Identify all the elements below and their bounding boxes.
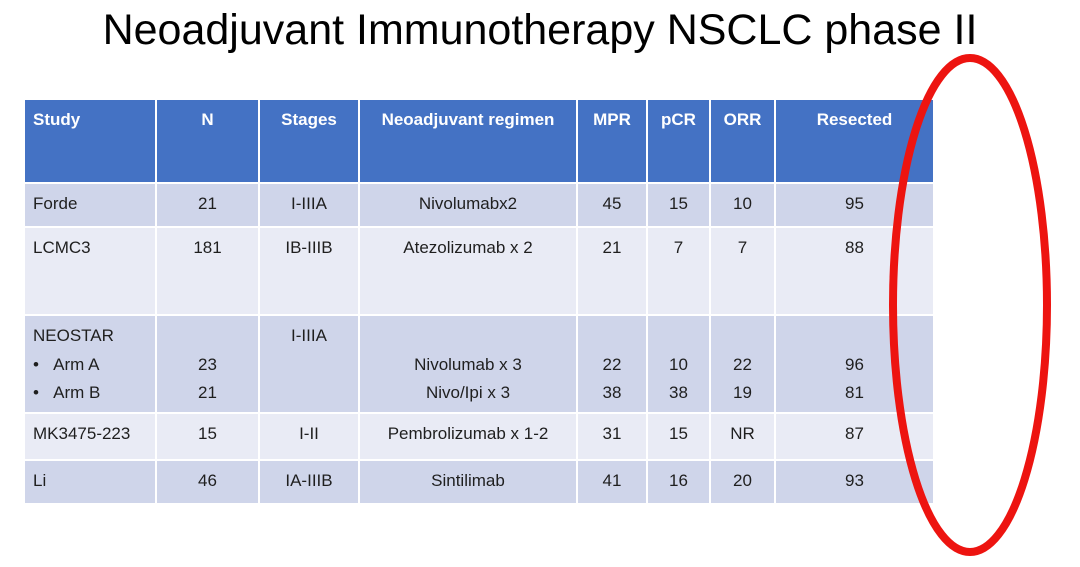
column-header-pcr: pCR: [648, 100, 709, 182]
cell-stages: I-II: [260, 413, 358, 459]
cell-resected: 95: [776, 184, 933, 226]
column-header-mpr: MPR: [578, 100, 646, 182]
cell-pcr: 16: [648, 460, 709, 503]
cell-n: 23 21: [157, 316, 258, 412]
column-header-study: Study: [25, 100, 155, 182]
studies-table: Study N Stages Neoadjuvant regimen MPR p…: [23, 98, 935, 505]
cell-pcr: 10 38: [648, 316, 709, 412]
table-row-mk3475-223: MK3475-223 15 I-II Pembrolizumab x 1-2 3…: [25, 413, 933, 459]
cell-orr: 20: [711, 460, 774, 503]
cell-pcr: 15: [648, 413, 709, 459]
slide-title: Neoadjuvant Immunotherapy NSCLC phase II: [102, 6, 978, 54]
table-row-li: Li 46 IA-IIIB Sintilimab 41 16 20 93: [25, 460, 933, 503]
cell-mpr: 45: [578, 184, 646, 226]
studies-table-container: Study N Stages Neoadjuvant regimen MPR p…: [23, 98, 935, 505]
cell-regimen: Atezolizumab x 2: [360, 228, 576, 314]
cell-orr: 10: [711, 184, 774, 226]
cell-n: 21: [157, 184, 258, 226]
column-header-orr: ORR: [711, 100, 774, 182]
cell-resected: 93: [776, 460, 933, 503]
cell-n: 15: [157, 413, 258, 459]
cell-orr: NR: [711, 413, 774, 459]
cell-pcr: 7: [648, 228, 709, 314]
column-header-resected: Resected: [776, 100, 933, 182]
cell-stages: IA-IIIB: [260, 460, 358, 503]
cell-regimen: Nivolumab x 3 Nivo/Ipi x 3: [360, 316, 576, 412]
cell-mpr: 41: [578, 460, 646, 503]
table-row-neostar: NEOSTAR • Arm A • Arm B 23 21 I-IIIA Niv…: [25, 316, 933, 412]
cell-resected: 88: [776, 228, 933, 314]
cell-orr: 22 19: [711, 316, 774, 412]
column-header-stages: Stages: [260, 100, 358, 182]
cell-stages: I-IIIA: [260, 184, 358, 226]
cell-regimen: Pembrolizumab x 1-2: [360, 413, 576, 459]
cell-mpr: 21: [578, 228, 646, 314]
cell-resected: 96 81: [776, 316, 933, 412]
cell-n: 46: [157, 460, 258, 503]
cell-study: Forde: [25, 184, 155, 226]
cell-stages: I-IIIA: [260, 316, 358, 412]
cell-study: LCMC3: [25, 228, 155, 314]
table-row-lcmc3: LCMC3 181 IB-IIIB Atezolizumab x 2 21 7 …: [25, 228, 933, 314]
header-row: Study N Stages Neoadjuvant regimen MPR p…: [25, 100, 933, 182]
cell-regimen: Sintilimab: [360, 460, 576, 503]
cell-mpr: 31: [578, 413, 646, 459]
cell-study: Li: [25, 460, 155, 503]
table-row-forde: Forde 21 I-IIIA Nivolumabx2 45 15 10 95: [25, 184, 933, 226]
cell-n: 181: [157, 228, 258, 314]
cell-pcr: 15: [648, 184, 709, 226]
cell-stages: IB-IIIB: [260, 228, 358, 314]
cell-orr: 7: [711, 228, 774, 314]
column-header-regimen: Neoadjuvant regimen: [360, 100, 576, 182]
cell-mpr: 22 38: [578, 316, 646, 412]
cell-study: MK3475-223: [25, 413, 155, 459]
cell-regimen: Nivolumabx2: [360, 184, 576, 226]
column-header-n: N: [157, 100, 258, 182]
cell-resected: 87: [776, 413, 933, 459]
cell-study: NEOSTAR • Arm A • Arm B: [25, 316, 155, 412]
